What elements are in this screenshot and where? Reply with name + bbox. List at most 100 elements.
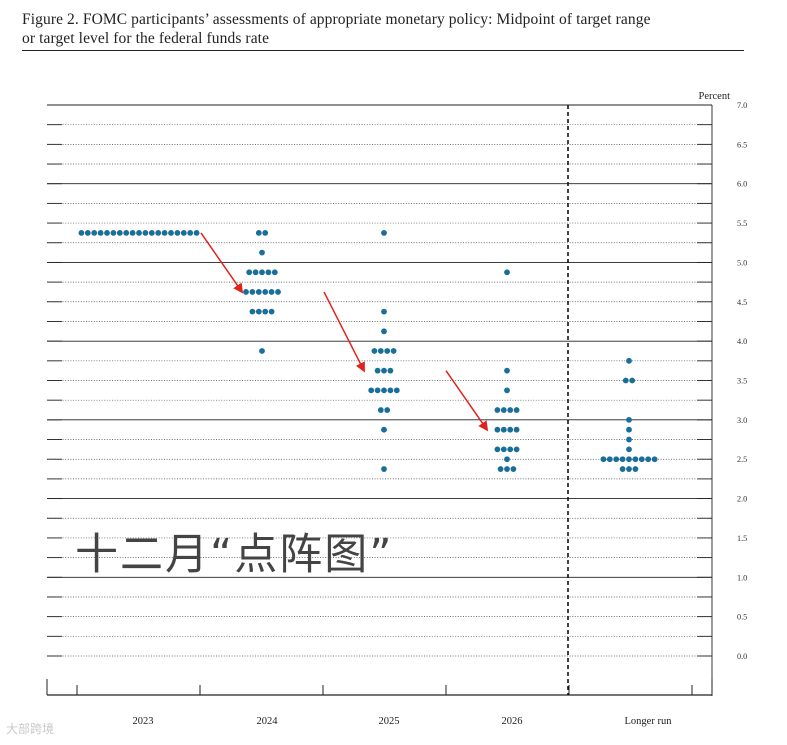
dot-marker	[500, 446, 507, 453]
y-axis-label: Percent	[699, 91, 731, 102]
dot-marker	[374, 387, 381, 394]
dot-marker	[371, 348, 378, 354]
dot-marker	[243, 289, 249, 295]
dot-marker	[626, 456, 632, 463]
dot-marker	[259, 249, 265, 256]
trend-arrow	[200, 232, 244, 294]
dot-marker	[275, 289, 281, 295]
dot-marker	[129, 230, 136, 236]
dot-marker	[494, 407, 501, 413]
dot-marker	[381, 367, 387, 374]
dot-marker	[381, 230, 387, 236]
dot-marker	[504, 456, 510, 463]
y-tick-label: 4.5	[737, 298, 747, 307]
dot-marker	[255, 289, 262, 295]
dot-marker	[268, 289, 275, 295]
dot-marker	[381, 466, 387, 472]
y-tick-label: 7.0	[737, 101, 747, 110]
caption-rule	[22, 50, 744, 51]
y-tick-label: 5.5	[737, 219, 747, 228]
dot-marker	[626, 426, 632, 433]
dot-marker	[513, 426, 520, 433]
dot-marker	[110, 230, 117, 236]
trend-arrow	[323, 291, 365, 373]
caption-line-1: Figure 2. FOMC participants’ assessments…	[22, 11, 651, 28]
dot-marker	[500, 426, 507, 433]
dot-marker	[255, 230, 262, 236]
dot-marker	[651, 456, 658, 463]
dot-marker	[497, 466, 504, 472]
dot-marker	[249, 289, 256, 295]
dot-marker	[246, 269, 253, 276]
dot-marker	[619, 456, 626, 463]
dot-marker	[148, 230, 155, 236]
y-tick-label: 1.0	[737, 573, 747, 582]
dot-marker	[507, 407, 514, 413]
overlay-title: 十二月“点阵图”	[75, 530, 394, 580]
dot-marker	[116, 230, 123, 236]
dot-marker	[255, 308, 262, 315]
dot-marker	[622, 377, 629, 384]
y-tick-label: 4.0	[737, 337, 747, 346]
dot-marker	[632, 466, 639, 472]
dot-marker	[626, 416, 632, 423]
dot-marker	[600, 456, 607, 463]
dot-marker	[504, 466, 510, 472]
dot-marker	[262, 308, 269, 315]
dot-marker	[168, 230, 174, 236]
dot-marker	[638, 456, 645, 463]
x-tick-label: Longer run	[625, 716, 673, 727]
dot-marker	[180, 230, 187, 236]
dot-marker	[626, 446, 632, 453]
watermark: 大部跨境	[6, 722, 55, 736]
dot-marker	[377, 407, 384, 413]
caption-line-2: or target level for the federal funds ra…	[22, 30, 270, 47]
y-tick-label: 3.5	[737, 377, 747, 386]
dot-marker	[507, 446, 514, 453]
dot-marker	[504, 367, 510, 374]
dot-marker	[249, 308, 256, 315]
dot-marker	[78, 230, 85, 236]
dot-marker	[268, 308, 275, 315]
dot-marker	[271, 269, 278, 276]
dot-marker	[381, 328, 387, 335]
dot-marker	[513, 407, 520, 413]
dot-marker	[510, 466, 517, 472]
dot-marker	[91, 230, 98, 236]
dot-marker	[142, 230, 149, 236]
dot-marker	[626, 357, 632, 364]
dot-marker	[619, 466, 626, 472]
dot-marker	[494, 426, 501, 433]
dot-marker	[155, 230, 162, 236]
y-tick-label: 6.5	[737, 140, 747, 149]
dot-marker	[265, 269, 272, 276]
dot-marker	[626, 436, 632, 443]
dot-marker	[500, 407, 507, 413]
dot-marker	[381, 426, 387, 433]
dot-marker	[104, 230, 110, 236]
dot-marker	[613, 456, 620, 463]
x-tick-label: 2024	[257, 716, 279, 727]
dot-marker	[606, 456, 613, 463]
dot-marker	[377, 348, 384, 354]
y-tick-label: 1.5	[737, 534, 747, 543]
dot-marker	[381, 308, 387, 315]
figure-caption: Figure 2. FOMC participants’ assessments…	[22, 10, 744, 48]
dot-marker	[507, 426, 514, 433]
y-tick-label: 3.0	[737, 416, 747, 425]
dot-marker	[384, 348, 391, 354]
dot-marker	[387, 367, 394, 374]
dot-marker	[393, 387, 400, 394]
dot-marker	[504, 387, 510, 394]
dot-marker	[262, 230, 269, 236]
dot-marker	[629, 377, 636, 384]
dot-marker	[384, 407, 391, 413]
x-tick-label: 2026	[502, 716, 523, 727]
dot-marker	[645, 456, 652, 463]
dot-marker	[381, 387, 387, 394]
dot-marker	[84, 230, 91, 236]
dot-marker	[626, 466, 632, 472]
y-tick-label: 0.0	[737, 652, 747, 661]
dot-marker	[259, 269, 265, 276]
